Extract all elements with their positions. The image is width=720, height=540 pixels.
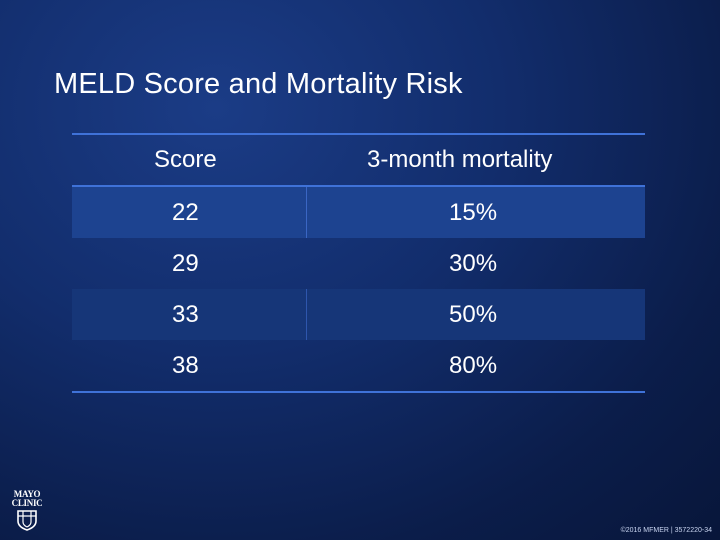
header-mortality: 3-month mortality xyxy=(367,146,553,173)
slide-title: MELD Score and Mortality Risk xyxy=(54,68,463,100)
header-score: Score xyxy=(154,146,217,173)
logo-line-clinic: CLINIC xyxy=(11,498,43,508)
mortality-cell: 30% xyxy=(449,249,498,277)
table-bottom-rule xyxy=(72,391,645,393)
table-row: 38 80% xyxy=(72,340,645,391)
table-top-rule xyxy=(72,133,645,135)
mortality-cell: 80% xyxy=(449,351,498,379)
footer-copyright: ©2016 MFMER | 3572220-34 xyxy=(620,527,712,534)
score-cell: 33 xyxy=(72,289,307,340)
score-cell: 22 xyxy=(72,187,307,238)
mortality-cell: 15% xyxy=(449,198,498,226)
logo-line-mayo: MAYO xyxy=(13,489,41,499)
table-header-rule xyxy=(72,185,645,187)
table-row: 29 30% xyxy=(72,238,645,289)
meld-table: Score 3-month mortality 22 15% 29 30% 33… xyxy=(72,133,645,393)
score-cell: 38 xyxy=(172,351,199,379)
mortality-cell: 50% xyxy=(449,300,498,328)
table-row: 22 15% xyxy=(72,187,645,238)
mayo-shield-icon xyxy=(17,510,37,531)
mayo-clinic-logo: MAYO CLINIC xyxy=(8,490,46,531)
score-cell: 29 xyxy=(172,249,199,277)
table-header-row: Score 3-month mortality xyxy=(72,135,645,185)
table-row: 33 50% xyxy=(72,289,645,340)
